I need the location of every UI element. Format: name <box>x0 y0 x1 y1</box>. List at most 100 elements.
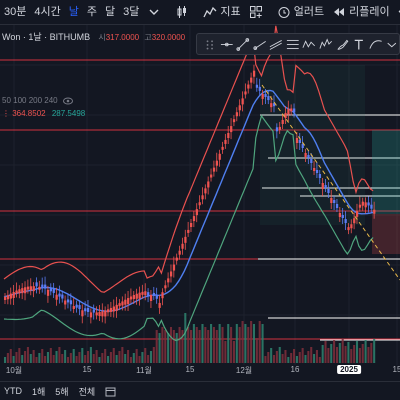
eye-icon[interactable] <box>62 97 73 105</box>
brush-tool-icon[interactable] <box>336 37 350 52</box>
candle-body <box>32 286 35 292</box>
candle-body <box>6 295 10 300</box>
open-value: 317.0000 <box>105 33 140 42</box>
more-tools-icon[interactable] <box>385 37 399 52</box>
alerts-label: 얼러트 <box>293 6 325 18</box>
undo-button[interactable] <box>394 0 400 24</box>
interval-1m[interactable]: 달 <box>104 6 116 18</box>
time-axis: 10월 15 11월 15 12월 16 2025 15 <box>0 365 400 379</box>
candle-body <box>124 299 127 305</box>
volume-bar <box>330 344 333 363</box>
undo-icon <box>398 9 400 14</box>
trendline-tool-icon[interactable] <box>236 37 250 52</box>
top-toolbar: 30분 4시간 날 주 달 3달 지표 얼러트 리플레이 <box>0 0 400 25</box>
x-tick-label: 11월 <box>136 366 152 375</box>
volume-bar <box>310 347 313 363</box>
elliott-wave-tool-icon[interactable] <box>319 37 333 52</box>
interval-dropdown[interactable] <box>143 0 165 24</box>
candle-body <box>35 282 38 287</box>
volume-bar <box>244 324 247 363</box>
candle-body <box>212 167 216 172</box>
range-1y[interactable]: 1해 <box>32 386 46 397</box>
candle-body <box>92 309 95 313</box>
candle-body <box>46 289 50 296</box>
range-ytd[interactable]: YTD <box>4 386 22 396</box>
replay-button[interactable]: 리플레이 <box>328 0 394 24</box>
candle-body <box>272 103 276 107</box>
volume-bar <box>61 354 64 363</box>
volume-bar <box>210 324 213 363</box>
volume-bar <box>301 348 304 363</box>
interval-1d[interactable]: 날 <box>68 6 79 18</box>
volume-bar <box>287 357 290 363</box>
volume-bar <box>293 349 296 363</box>
interval-30m[interactable]: 30분 <box>4 6 27 18</box>
parallel-channel-tool-icon[interactable] <box>269 37 283 52</box>
candle-body <box>49 288 53 292</box>
candle-body <box>333 200 336 203</box>
candle-body <box>44 284 47 289</box>
volume-bar <box>55 351 58 363</box>
ma-legend: 50 100 200 240 <box>2 96 73 105</box>
interval-4h[interactable]: 4시간 <box>34 6 61 18</box>
candle-body <box>75 304 78 308</box>
candle-body <box>69 300 73 305</box>
volume-bar <box>35 357 38 363</box>
x-tick-label: 15 <box>82 365 92 374</box>
indicators-icon <box>203 6 217 18</box>
alerts-button[interactable]: 얼러트 <box>273 0 328 24</box>
volume-bar <box>218 324 221 363</box>
candle-body <box>29 286 33 291</box>
horizontal-line-tool-icon[interactable] <box>220 37 234 52</box>
volume-bar <box>361 344 364 363</box>
target-zone <box>372 130 400 214</box>
candle-body <box>224 139 227 144</box>
candle-body <box>4 297 7 300</box>
candle-body <box>298 140 301 143</box>
volume-bar <box>344 346 347 363</box>
volume-bar <box>124 354 127 363</box>
range-5y[interactable]: 5해 <box>55 386 69 397</box>
candle-body <box>129 296 133 300</box>
layout-button[interactable] <box>245 0 267 24</box>
candle-body <box>264 94 267 97</box>
candle-body <box>149 295 153 302</box>
candle-body <box>18 289 21 294</box>
candle-body <box>341 215 344 218</box>
range-all[interactable]: 전체 <box>78 386 96 397</box>
pattern-tool-icon[interactable] <box>302 37 316 52</box>
volume-bar <box>350 349 353 363</box>
candle-body <box>181 243 184 249</box>
candle-body <box>26 286 30 290</box>
candle-body <box>241 98 244 105</box>
volume-bar <box>258 321 261 363</box>
candle-body <box>344 219 347 223</box>
calendar-icon[interactable] <box>105 386 116 397</box>
interval-3m[interactable]: 3달 <box>123 6 140 18</box>
candle-body <box>247 84 250 89</box>
candle-body <box>281 119 284 124</box>
volume-bar <box>175 333 178 363</box>
bb-lower-line <box>3 114 374 342</box>
candle-body <box>335 204 339 208</box>
volume-bar <box>81 348 84 363</box>
volume-bar <box>104 349 107 363</box>
curve-tool-icon[interactable] <box>369 37 383 52</box>
candle-body <box>86 307 90 312</box>
text-tool-icon[interactable] <box>352 37 366 52</box>
bb-upper-line <box>3 25 374 293</box>
ray-tool-icon[interactable] <box>253 37 267 52</box>
fib-tool-icon[interactable] <box>286 37 300 52</box>
drag-handle-icon[interactable] <box>203 37 217 52</box>
interval-1w[interactable]: 주 <box>86 6 97 18</box>
indicators-button[interactable]: 지표 <box>199 0 244 24</box>
volume-bar <box>187 327 190 363</box>
chart-type-button[interactable] <box>171 0 193 24</box>
volume-bar <box>281 354 284 363</box>
volume-bar <box>107 356 110 363</box>
candle-body <box>66 299 70 303</box>
candle-body <box>158 302 161 308</box>
volume-bar <box>195 327 198 363</box>
price-chart[interactable] <box>0 25 400 365</box>
candle-body <box>313 168 316 171</box>
